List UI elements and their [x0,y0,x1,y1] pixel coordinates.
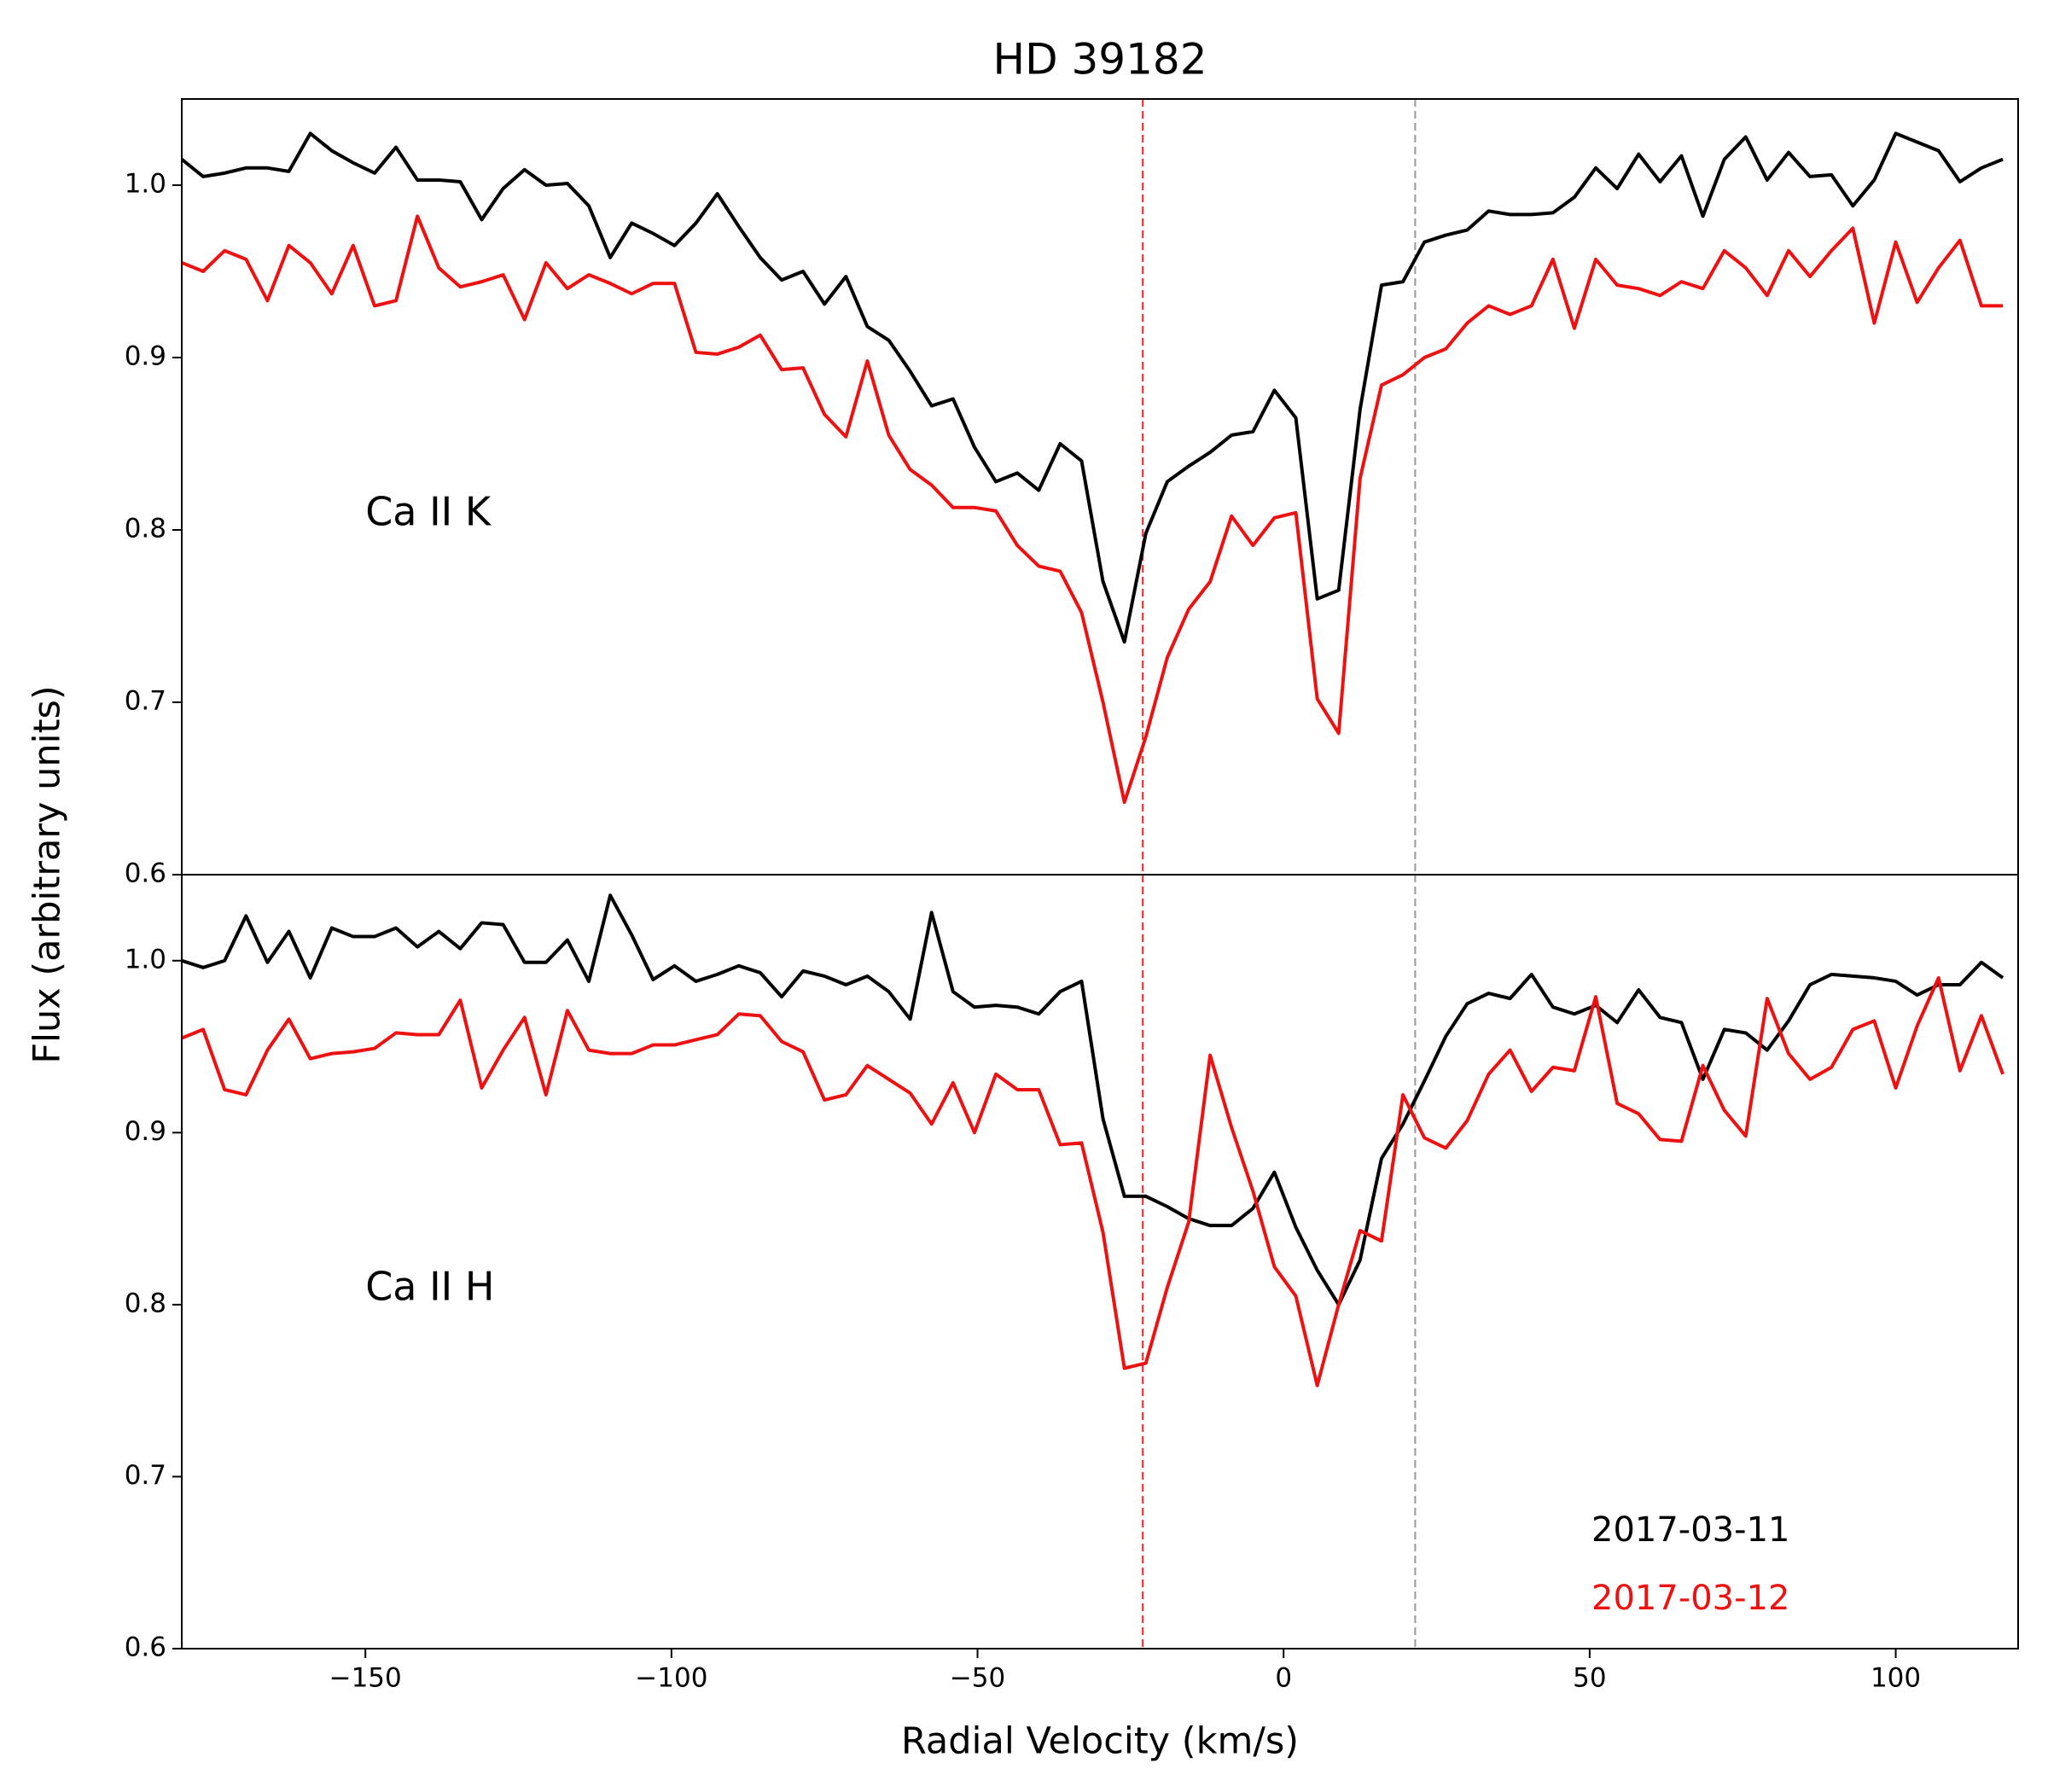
x-tick-label: 100 [1871,1663,1921,1694]
y-tick-label: 1.0 [125,944,166,975]
x-tick-label: 50 [1573,1663,1606,1694]
data-line [182,214,2004,805]
plot-frame [181,874,2019,1649]
data-line [182,975,2004,1388]
x-tick-label: 0 [1275,1663,1292,1694]
chart-title: HD 39182 [992,35,1207,84]
y-tick-label: 0.6 [125,1632,166,1663]
x-axis-label: Radial Velocity (km/s) [901,1720,1299,1763]
y-tick-label: 0.8 [125,1288,166,1318]
annotation: Ca II K [365,489,492,535]
y-tick-label: 1.0 [125,169,166,200]
legend-label: 2017-03-11 [1591,1510,1789,1550]
y-tick-label: 0.7 [125,1460,166,1491]
data-line [182,131,2004,644]
x-tick-label: −100 [635,1663,707,1694]
x-tick-label: −150 [329,1663,402,1694]
data-line [182,893,2004,1306]
annotation: Ca II H [365,1264,494,1310]
y-tick-label: 0.7 [125,686,166,717]
y-tick-label: 0.9 [125,341,166,372]
y-tick-label: 0.9 [125,1116,166,1147]
y-tick-label: 0.8 [125,514,166,544]
y-axis-label: Flux (arbitrary units) [26,685,69,1063]
x-tick-label: −50 [950,1663,1005,1694]
legend-label: 2017-03-12 [1591,1579,1789,1618]
y-tick-label: 0.6 [125,858,166,889]
